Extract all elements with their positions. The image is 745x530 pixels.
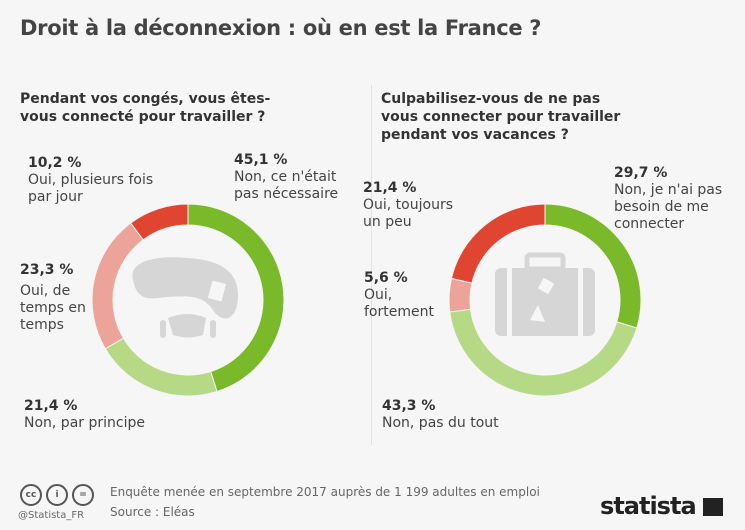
donut-slice-1-1 [187,203,285,393]
suitcase-icon [495,252,595,336]
cc-license-icon: cc [20,484,42,506]
value-label: 21,4 % [24,398,78,414]
donut-slice-2-3 [448,277,473,313]
label-slice-2-3: 5,6 % Oui, fortement [364,270,444,321]
donut-slice-2-1 [544,203,642,329]
category-label: Oui, fortement [364,287,434,320]
value-label: 21,4 % [363,180,417,196]
value-label: 10,2 % [28,155,82,171]
value-label: 23,3 % [20,262,74,278]
no-derivatives-icon: = [72,484,94,506]
label-slice-1-2: 21,4 % Non, par principe [24,398,145,432]
value-label: 43,3 % [382,398,436,414]
category-label: Non, je n'ai pas besoin de me connecter [614,182,723,232]
label-slice-2-1: 29,7 % Non, je n'ai pas besoin de me conn… [614,165,724,233]
category-label: Non, pas du tout [382,415,499,431]
attribution-icon: i [46,484,68,506]
donut-slice-2-2 [449,308,638,397]
chart-2-title: Culpabilisez-vous de ne pas vous connect… [381,91,621,143]
statista-logo-icon [703,498,723,516]
category-label: Oui, de temps en temps [20,283,86,333]
category-label: Non, par principe [24,415,145,431]
category-label: Oui, plusieurs fois par jour [28,172,154,205]
value-label: 5,6 % [364,270,408,286]
statista-logo: statista [600,492,723,520]
donut-slice-1-3 [91,222,144,350]
label-slice-1-4: 10,2 % Oui, plusieurs fois par jour [28,155,158,206]
label-slice-1-3: 23,3 % Oui, de temps en temps [20,262,90,334]
donut-chart-2 [448,203,642,397]
label-slice-1-1: 45,1 % Non, ce n'était pas nécessaire [234,152,354,203]
chart-1-title: Pendant vos congés, vous êtes-vous conne… [20,91,271,125]
category-label: Oui, toujours un peu [363,197,453,230]
donut-chart-1 [91,203,285,397]
survey-note: Enquête menée en septembre 2017 auprès d… [110,485,540,499]
label-slice-2-2: 43,3 % Non, pas du tout [382,398,499,432]
page-title: Droit à la déconnexion : où en est la Fr… [20,16,542,40]
divider [371,85,372,445]
desk-chair-icon [132,257,238,338]
source-note: Source : Eléas [110,505,195,519]
value-label: 29,7 % [614,165,668,181]
donut-slice-1-2 [104,337,218,397]
category-label: Non, ce n'était pas nécessaire [234,169,339,202]
label-slice-2-4: 21,4 % Oui, toujours un peu [363,180,463,231]
value-label: 45,1 % [234,152,288,168]
twitter-handle: @Statista_FR [18,510,85,521]
